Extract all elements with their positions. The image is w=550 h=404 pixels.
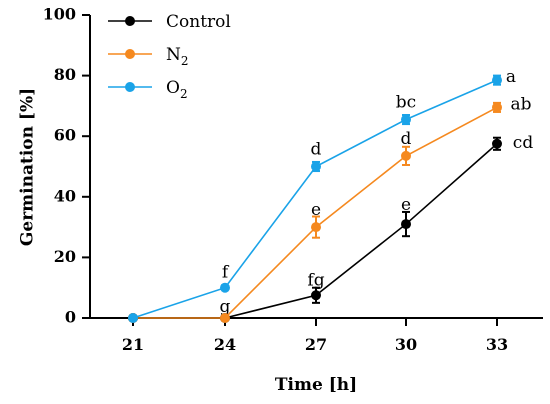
significance-label: bc (396, 93, 416, 113)
x-axis: 21 24 27 30 33 Time [h] (90, 317, 543, 395)
series-o2: f d bc a (128, 67, 516, 323)
legend-label: Control (166, 12, 231, 32)
data-point (492, 75, 502, 86)
y-tick-label: 20 (54, 247, 76, 266)
significance-label: e (311, 200, 321, 220)
x-tick-label: 27 (305, 335, 327, 354)
legend-label-subscript: 2 (180, 87, 188, 101)
data-point (311, 161, 321, 172)
significance-label: f (222, 263, 230, 283)
x-tick-label: 21 (122, 335, 144, 354)
data-point (128, 313, 138, 323)
legend-marker (125, 82, 135, 92)
y-tick-label: 0 (65, 308, 76, 327)
legend-label-subscript: 2 (181, 54, 189, 68)
legend-item: O2 (108, 78, 188, 101)
legend-item: Control (108, 12, 231, 32)
y-axis: 0 20 40 60 80 100 Germination [%] (18, 5, 91, 327)
x-tick-label: 30 (395, 335, 417, 354)
data-point (492, 138, 502, 149)
legend-marker (125, 49, 135, 59)
legend-marker (125, 16, 135, 26)
data-point (401, 114, 411, 125)
y-tick-label: 60 (54, 126, 76, 145)
significance-label: fg (307, 270, 324, 290)
legend-label-base: Control (166, 12, 231, 32)
y-tick-label: 40 (54, 186, 76, 205)
legend-label: N2 (166, 45, 189, 68)
series-layer: g fg e cd e d ab f d bc a (128, 67, 533, 323)
data-point (492, 102, 502, 113)
data-point (311, 290, 321, 301)
x-ticks: 21 24 27 30 33 (122, 318, 508, 354)
y-tick-label: 100 (43, 5, 76, 24)
significance-label: a (506, 67, 516, 87)
significance-label: ab (510, 94, 531, 114)
significance-label: d (401, 129, 412, 149)
data-point (401, 150, 411, 161)
series-n2: e d ab (128, 94, 532, 323)
significance-label: e (401, 195, 411, 215)
y-axis-title: Germination [%] (18, 88, 38, 246)
x-tick-label: 33 (486, 335, 508, 354)
data-point (401, 219, 411, 230)
significance-label: d (311, 140, 322, 160)
data-point (220, 282, 230, 293)
data-point (311, 222, 321, 233)
significance-label: cd (513, 133, 534, 153)
significance-label: g (220, 297, 231, 317)
x-tick-label: 24 (214, 335, 236, 354)
data-point (220, 313, 230, 323)
legend-label-base: N (166, 45, 181, 65)
y-tick-label: 80 (54, 65, 76, 84)
x-axis-title: Time [h] (275, 375, 357, 395)
legend-label-base: O (166, 78, 180, 98)
series-control: g fg e cd (128, 133, 533, 323)
legend-label: O2 (166, 78, 188, 101)
legend-item: N2 (108, 45, 189, 68)
y-ticks: 0 20 40 60 80 100 (43, 5, 90, 327)
